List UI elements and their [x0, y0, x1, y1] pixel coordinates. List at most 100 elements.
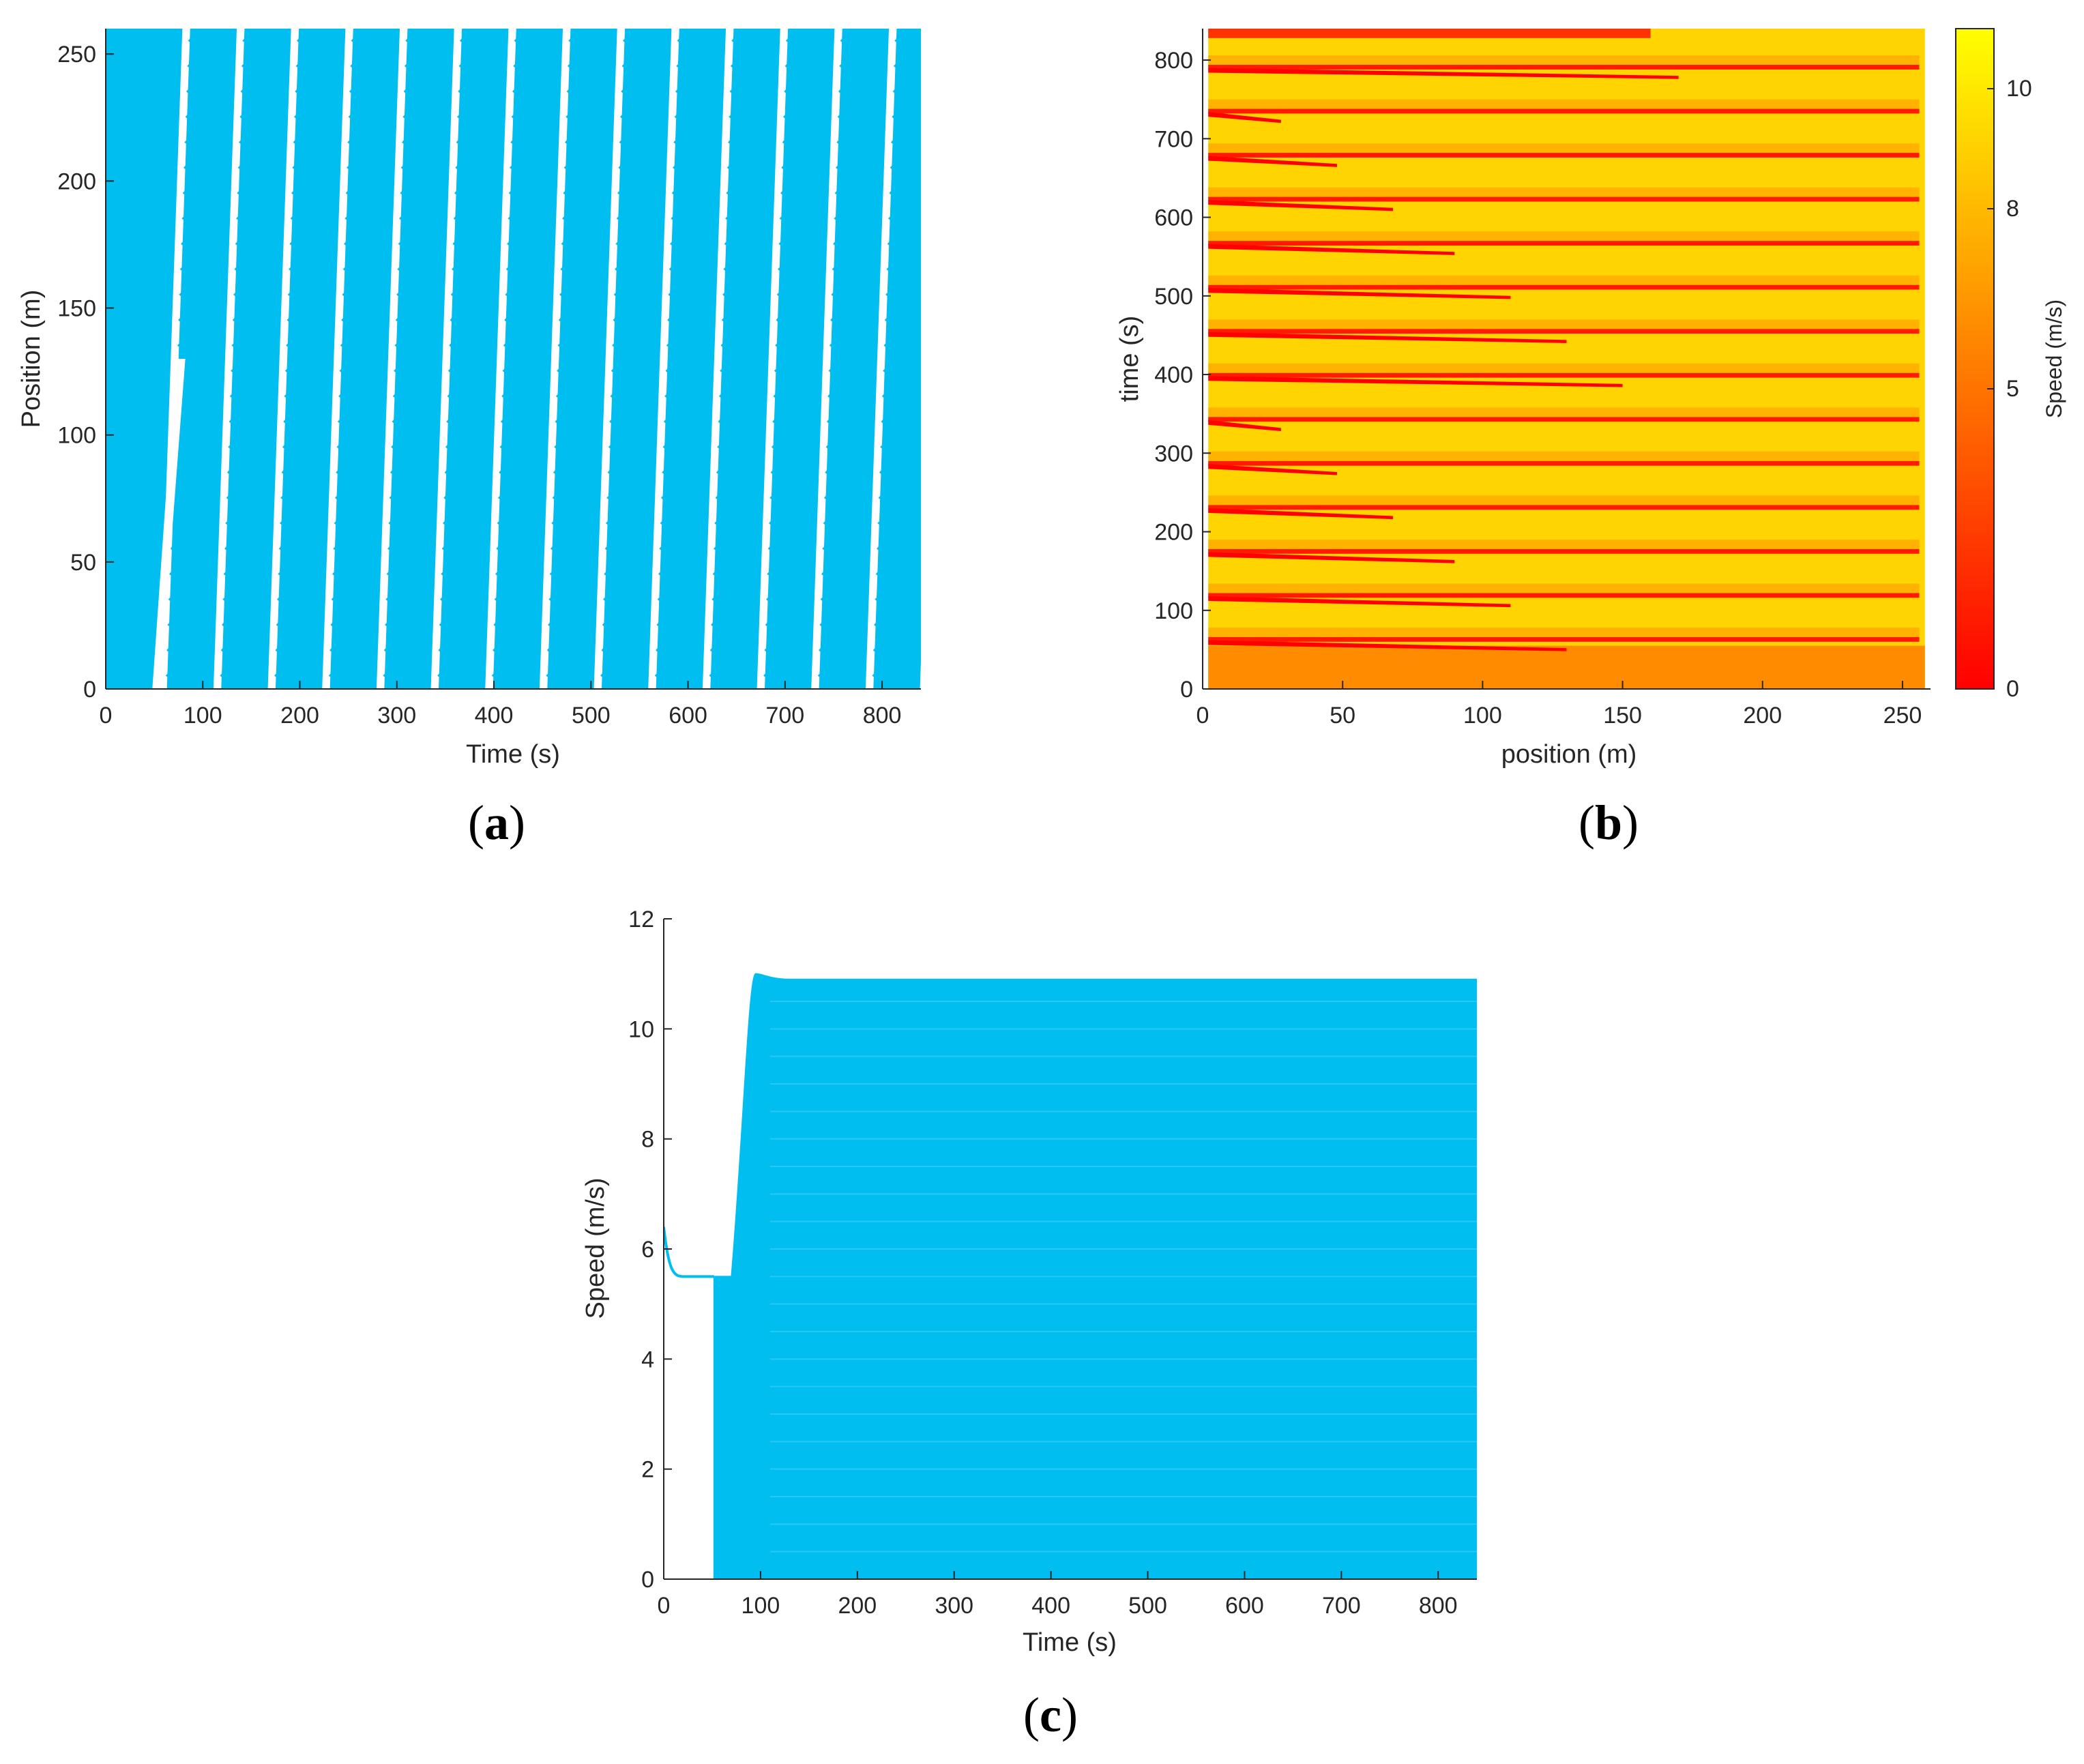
y-tick-label: 0	[1180, 677, 1193, 703]
chart-a-trajectory-step	[619, 137, 626, 144]
chart-a-trajectory-step	[993, 366, 997, 371]
chart-a-trajectory-step	[657, 594, 664, 601]
chart-a-trajectory-step	[328, 670, 336, 677]
chart-a-trajectory-step	[289, 238, 296, 246]
chart-a-trajectory-step	[825, 441, 832, 449]
chart-a-trajectory-step	[555, 416, 561, 424]
chart-a-trajectory-step	[166, 645, 173, 652]
chart-a-trajectory-step	[949, 61, 954, 66]
x-tick-label: 0	[1197, 703, 1209, 729]
chart-a-trajectory-step	[554, 441, 561, 449]
chart-a-trajectory-step	[493, 619, 500, 626]
chart-a-trajectory-step	[392, 416, 398, 424]
chart-a-trajectory-step	[395, 314, 402, 322]
chart-a-trajectory-step	[402, 111, 409, 119]
chart-a-trajectory-step	[927, 671, 932, 676]
svg-text:(c): (c)	[1023, 1688, 1078, 1742]
chart-a-trajectory-step	[767, 543, 774, 550]
chart-a-trajectory-step	[874, 619, 881, 626]
chart-a-trajectory-step	[497, 518, 503, 525]
chart-b-xlabel: position (m)	[1501, 740, 1637, 769]
chart-a-trajectory-step	[939, 341, 943, 346]
chart-a-trajectory-step	[385, 619, 392, 626]
x-tick-label: 400	[475, 703, 514, 729]
chart-a-trajectory-step	[276, 619, 283, 626]
chart-a-trajectory-step	[892, 86, 899, 93]
svg-text:(a): (a)	[468, 795, 525, 850]
chart-a-trajectory-step	[555, 391, 563, 398]
chart-a-trajectory-step	[877, 518, 884, 525]
chart-a-trajectory-step	[341, 314, 348, 322]
chart-a-axes: 0 100 200 300 400 500 600 700 800 0 50 100 150 200 250	[57, 29, 921, 729]
chart-b-transition-band	[1208, 99, 1920, 109]
chart-a-trajectory-step	[561, 238, 568, 246]
chart-b-colorbar-tick-label: 10	[2006, 76, 2032, 102]
chart-a-trajectory-step	[839, 61, 846, 68]
chart-b-top-band	[1208, 29, 1651, 38]
chart-a-trajectory-step	[388, 518, 395, 525]
chart-c-drop-region	[718, 1280, 730, 1579]
chart-a-trajectory-step	[825, 467, 832, 474]
y-tick-label: 2	[641, 1457, 654, 1483]
chart-a-trajectory-step	[332, 568, 339, 576]
chart-b-jam-tail	[1208, 112, 1281, 123]
chart-a-trajectory-step	[886, 264, 893, 271]
chart-a-trajectory-step	[226, 493, 233, 499]
chart-a-trajectory-step	[781, 162, 788, 169]
chart-a-trajectory-step	[836, 137, 843, 144]
chart-a-trajectory-step	[502, 366, 509, 372]
chart-a-trajectory-step	[351, 35, 357, 42]
chart-a-trajectory-step	[607, 467, 614, 474]
chart-a-trajectory-step	[883, 366, 890, 372]
chart-a-trajectory-step	[437, 670, 444, 677]
chart-a-trajectory-step	[832, 264, 839, 271]
chart-a-trajectory-step	[722, 289, 729, 296]
chart-a-trajectory-step	[394, 340, 401, 347]
chart-a-trajectory-step	[714, 518, 721, 525]
chart-a-trajectory-step	[1001, 113, 1006, 117]
chart-a-trajectory-step	[553, 467, 560, 474]
x-tick-label: 700	[1322, 1593, 1361, 1619]
chart-a-trajectory-step	[184, 162, 190, 169]
chart-b-transition-band	[1208, 187, 1920, 197]
x-tick-label: 0	[100, 703, 113, 729]
chart-a-trajectory-step	[944, 189, 949, 194]
chart-a-trajectory-step	[344, 238, 351, 246]
chart-a-trajectory-step	[718, 391, 726, 398]
chart-a-gap-band	[920, 661, 921, 689]
chart-b-caption-letter: b	[1595, 795, 1622, 850]
y-tick-label: 100	[57, 423, 96, 449]
chart-a-gap-band	[485, 29, 516, 689]
chart-a-trajectory-step	[612, 340, 619, 347]
chart-a-trajectory-step	[549, 568, 556, 576]
chart-a-trajectory-step	[456, 137, 463, 144]
chart-a-trajectory-step	[336, 441, 343, 449]
chart-b-jam-band	[1208, 593, 1920, 598]
chart-a-trajectory-step	[930, 595, 935, 600]
chart-a-trajectory-step	[563, 188, 570, 195]
chart-a-trajectory-step	[242, 35, 249, 42]
chart-a-trajectory-step	[334, 493, 342, 499]
chart-a-trajectory-step	[720, 340, 727, 347]
chart-b-transition-band	[1208, 275, 1920, 285]
chart-a-trajectory-step	[499, 441, 506, 449]
chart-b-jam-tail	[1208, 156, 1337, 167]
chart-a-trajectory-step	[287, 314, 293, 322]
chart-a-trajectory-step	[336, 467, 342, 474]
chart-c-axes: 0 100 200 300 400 500 600 700 800 0 2 4 6 8 10 12	[628, 907, 1477, 1619]
chart-a-trajectory-step	[983, 620, 988, 625]
y-tick-label: 300	[1154, 441, 1193, 467]
chart-a-trajectory-step	[616, 213, 623, 220]
chart-a-trajectory-step	[711, 619, 718, 626]
chart-a-trajectory-step	[494, 594, 501, 601]
chart-a-trajectory-step	[503, 340, 510, 347]
chart-a-trajectory-step	[780, 188, 787, 195]
chart-a-trajectory-step	[182, 188, 190, 195]
chart-b-jam-band	[1208, 65, 1920, 70]
chart-a-trajectory-step	[829, 340, 836, 347]
chart-b-jam-band	[1208, 196, 1920, 202]
chart-a-trajectory-step	[933, 493, 938, 498]
chart-a-trajectory-step	[730, 61, 737, 68]
chart-a-trajectory-step	[497, 493, 505, 499]
chart-a-trajectory-step	[891, 137, 898, 144]
